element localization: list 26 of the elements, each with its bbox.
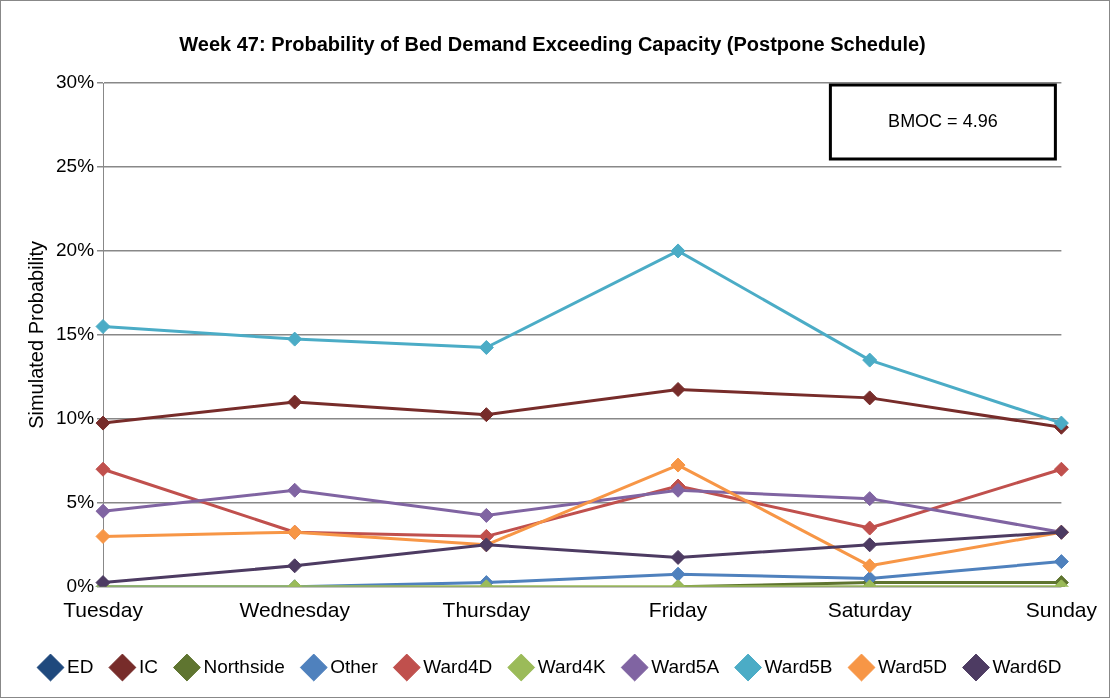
y-tick-label: 25% [56, 155, 95, 177]
legend-label: Ward5D [878, 655, 947, 677]
y-tick-label: 30% [56, 71, 95, 93]
legend-label: Northside [203, 655, 285, 677]
x-tick-label: Thursday [442, 598, 531, 622]
x-tick-label: Saturday [827, 598, 913, 622]
y-axis-title: Simulated Probability [24, 240, 47, 429]
x-tick-label: Wednesday [239, 598, 351, 622]
y-tick-label: 20% [56, 239, 95, 261]
x-tick-label: Sunday [1025, 598, 1098, 622]
chart-title: Week 47: Probability of Bed Demand Exceeding Capacity (Postpone Schedule) [179, 32, 926, 55]
legend-label: Ward6D [992, 655, 1062, 677]
legend-label: Ward5B [764, 655, 833, 677]
y-tick-label: 5% [66, 491, 95, 513]
annotation: BMOC = 4.96 [888, 110, 998, 131]
legend-label: Ward4D [423, 655, 493, 677]
x-tick-label: Tuesday [63, 598, 144, 622]
legend-label: Other [330, 655, 379, 677]
legend-label: Ward4K [537, 655, 606, 677]
y-tick-label: 10% [56, 407, 95, 429]
legend-label: ED [67, 655, 94, 677]
y-tick-label: 15% [56, 323, 95, 345]
y-tick-label: 0% [66, 575, 95, 597]
legend-label: IC [138, 655, 158, 677]
legend-label: Ward5A [651, 655, 720, 677]
x-tick-label: Friday [648, 598, 708, 622]
